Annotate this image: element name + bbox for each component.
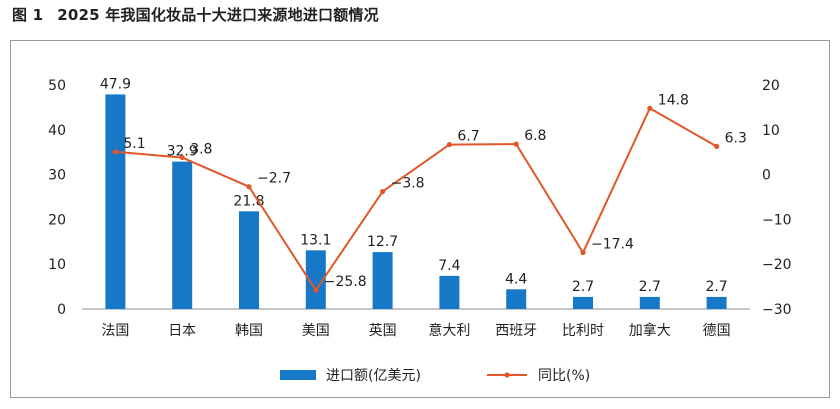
bar	[372, 252, 393, 309]
category-label: 美国	[302, 323, 330, 339]
legend-bar-swatch	[280, 370, 316, 380]
right-axis-tick-label: −10	[762, 212, 792, 228]
right-axis-tick-label: 20	[762, 78, 780, 94]
chart-title: 图 1 2025 年我国化妆品十大进口来源地进口额情况	[12, 4, 379, 25]
bar-value-label: 21.8	[233, 193, 264, 209]
bar-value-label: 32.9	[167, 144, 198, 160]
line-point	[246, 184, 252, 190]
line-value-label: 14.8	[658, 92, 689, 108]
bar-value-label: 7.4	[438, 258, 460, 274]
bar	[172, 161, 193, 309]
line-value-label: 6.7	[457, 129, 479, 145]
figure-number: 图 1	[12, 6, 44, 24]
bar	[439, 275, 460, 309]
bar	[239, 211, 259, 309]
line-value-label: −3.8	[391, 176, 425, 192]
line-point	[714, 143, 720, 149]
bar	[573, 296, 593, 309]
left-axis-tick-label: 0	[57, 302, 66, 318]
line-point	[647, 105, 653, 111]
line-value-label: 6.8	[524, 128, 546, 144]
left-axis-tick-label: 10	[48, 257, 66, 273]
right-axis-tick-label: 0	[762, 168, 771, 184]
line-value-label: 5.1	[123, 136, 145, 152]
line-value-label: 6.3	[725, 130, 747, 146]
bar	[105, 94, 126, 310]
bar	[506, 289, 527, 309]
category-label: 日本	[168, 323, 196, 339]
category-label: 英国	[369, 322, 397, 339]
category-label: 加拿大	[629, 322, 671, 339]
line-point	[380, 189, 386, 195]
bar-value-label: 13.1	[300, 232, 331, 248]
bar-value-label: 2.7	[705, 279, 727, 295]
category-label: 意大利	[428, 322, 470, 339]
right-axis-tick-label: 10	[762, 123, 780, 139]
line-value-label: −25.8	[324, 274, 367, 290]
category-label: 德国	[703, 323, 731, 339]
left-axis-tick-label: 30	[48, 168, 66, 184]
line-value-label: 3.8	[190, 142, 212, 158]
bar-value-label: 4.4	[505, 271, 527, 287]
line-point	[179, 154, 185, 161]
line-value-label: −2.7	[257, 171, 291, 187]
left-axis-tick-label: 50	[48, 78, 66, 94]
line-point	[580, 249, 586, 256]
legend-bar-label: 进口额(亿美元)	[326, 368, 421, 384]
right-axis-tick-label: −30	[762, 302, 792, 318]
right-axis-tick-label: −20	[762, 257, 792, 273]
bar	[305, 250, 326, 309]
line-value-label: −17.4	[591, 237, 634, 253]
category-label: 法国	[101, 323, 129, 339]
left-axis-tick-label: 20	[48, 212, 66, 228]
line-series-path	[115, 107, 718, 292]
legend-line-marker	[504, 372, 510, 378]
bar	[639, 296, 660, 309]
chart-title-text: 2025 年我国化妆品十大进口来源地进口额情况	[57, 6, 379, 24]
bar-value-label: 47.9	[100, 76, 131, 92]
legend-line-label: 同比(%)	[538, 368, 590, 384]
category-label: 比利时	[562, 323, 604, 339]
line-point	[313, 287, 319, 293]
bar-value-label: 2.7	[572, 279, 594, 295]
bar-value-label: 2.7	[639, 279, 661, 295]
category-label: 韩国	[235, 323, 263, 339]
bar	[706, 296, 727, 309]
left-axis-tick-label: 40	[48, 123, 66, 139]
bar-value-label: 12.7	[367, 234, 398, 250]
chart-frame	[10, 40, 830, 398]
line-point	[513, 141, 519, 147]
category-label: 西班牙	[495, 323, 537, 339]
line-point	[446, 141, 452, 148]
line-point	[112, 149, 118, 155]
